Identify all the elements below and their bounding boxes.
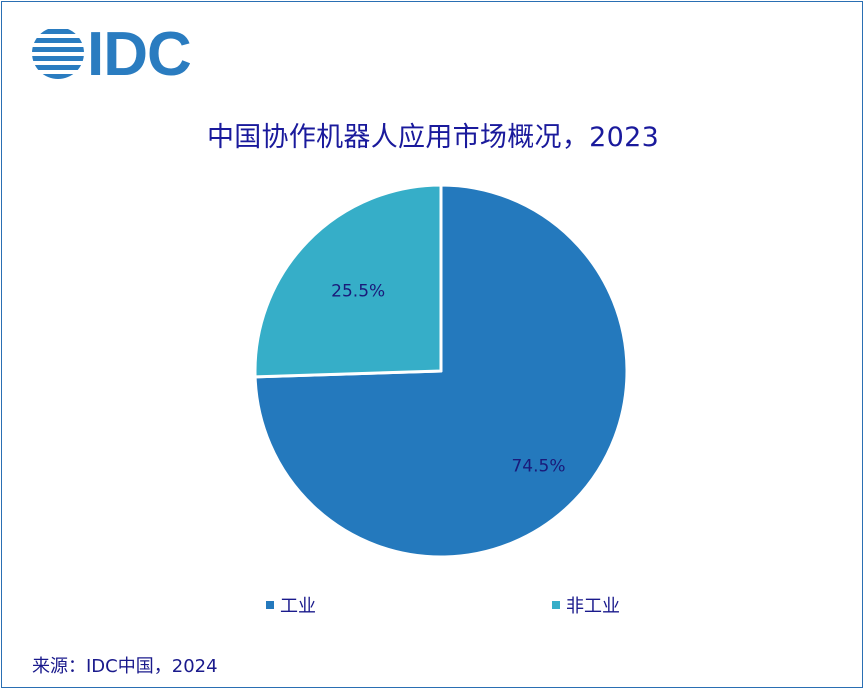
legend-item-industrial: 工业 — [266, 592, 316, 618]
idc-globe-icon — [32, 29, 84, 79]
legend-item-non-industrial: 非工业 — [552, 592, 620, 618]
source-note: 来源：IDC中国，2024 — [32, 656, 218, 677]
legend: 工业 非工业 — [0, 592, 866, 618]
legend-label: 非工业 — [566, 596, 620, 617]
idc-logo: IDC — [32, 24, 192, 82]
pie-data-label: 74.5% — [511, 456, 565, 476]
chart-title: 中国协作机器人应用市场概况，2023 — [206, 122, 660, 153]
idc-logo-text: IDC — [87, 24, 191, 82]
legend-swatch — [266, 601, 274, 609]
pie-data-label: 25.5% — [331, 282, 385, 302]
pie-slice-non-industrial — [253, 183, 443, 379]
legend-swatch — [552, 601, 560, 609]
legend-label: 工业 — [280, 596, 316, 617]
